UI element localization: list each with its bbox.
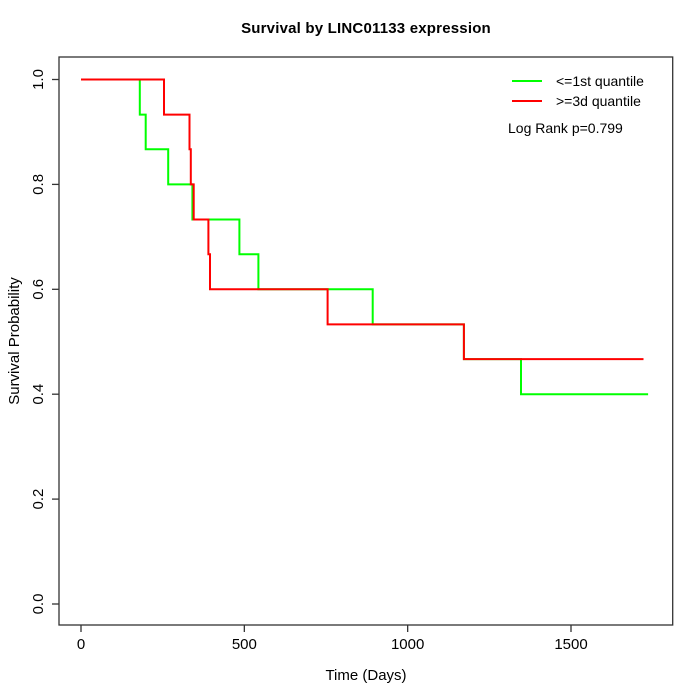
legend-swatch-red: [512, 100, 542, 102]
x-axis-title: Time (Days): [325, 667, 407, 684]
survival-curve-high-expression: [81, 78, 644, 361]
x-axis-tick-label: 500: [232, 636, 257, 653]
legend-item-low: <=1st quantile: [508, 71, 644, 91]
legend-label-high: >=3d quantile: [556, 93, 641, 109]
y-axis-tick-label: 0.0: [30, 594, 47, 615]
logrank-pvalue: Log Rank p=0.799: [508, 120, 623, 136]
legend-item-high: >=3d quantile: [508, 91, 644, 111]
y-axis-tick-label: 1.0: [30, 69, 47, 90]
y-axis-tick-label: 0.2: [30, 489, 47, 510]
plot-frame: [58, 56, 674, 626]
y-axis-tick-label: 0.8: [30, 174, 47, 195]
legend: <=1st quantile >=3d quantile Log Rank p=…: [508, 71, 644, 136]
y-axis-tick-label: 0.6: [30, 279, 47, 300]
legend-label-low: <=1st quantile: [556, 73, 644, 89]
legend-swatch-green: [512, 80, 542, 82]
x-axis-tick-label: 0: [77, 636, 85, 653]
x-axis-tick-label: 1500: [554, 636, 587, 653]
chart-title: Survival by LINC01133 expression: [241, 20, 491, 37]
x-axis-tick-label: 1000: [391, 636, 424, 653]
y-axis-tick-label: 0.4: [30, 384, 47, 405]
